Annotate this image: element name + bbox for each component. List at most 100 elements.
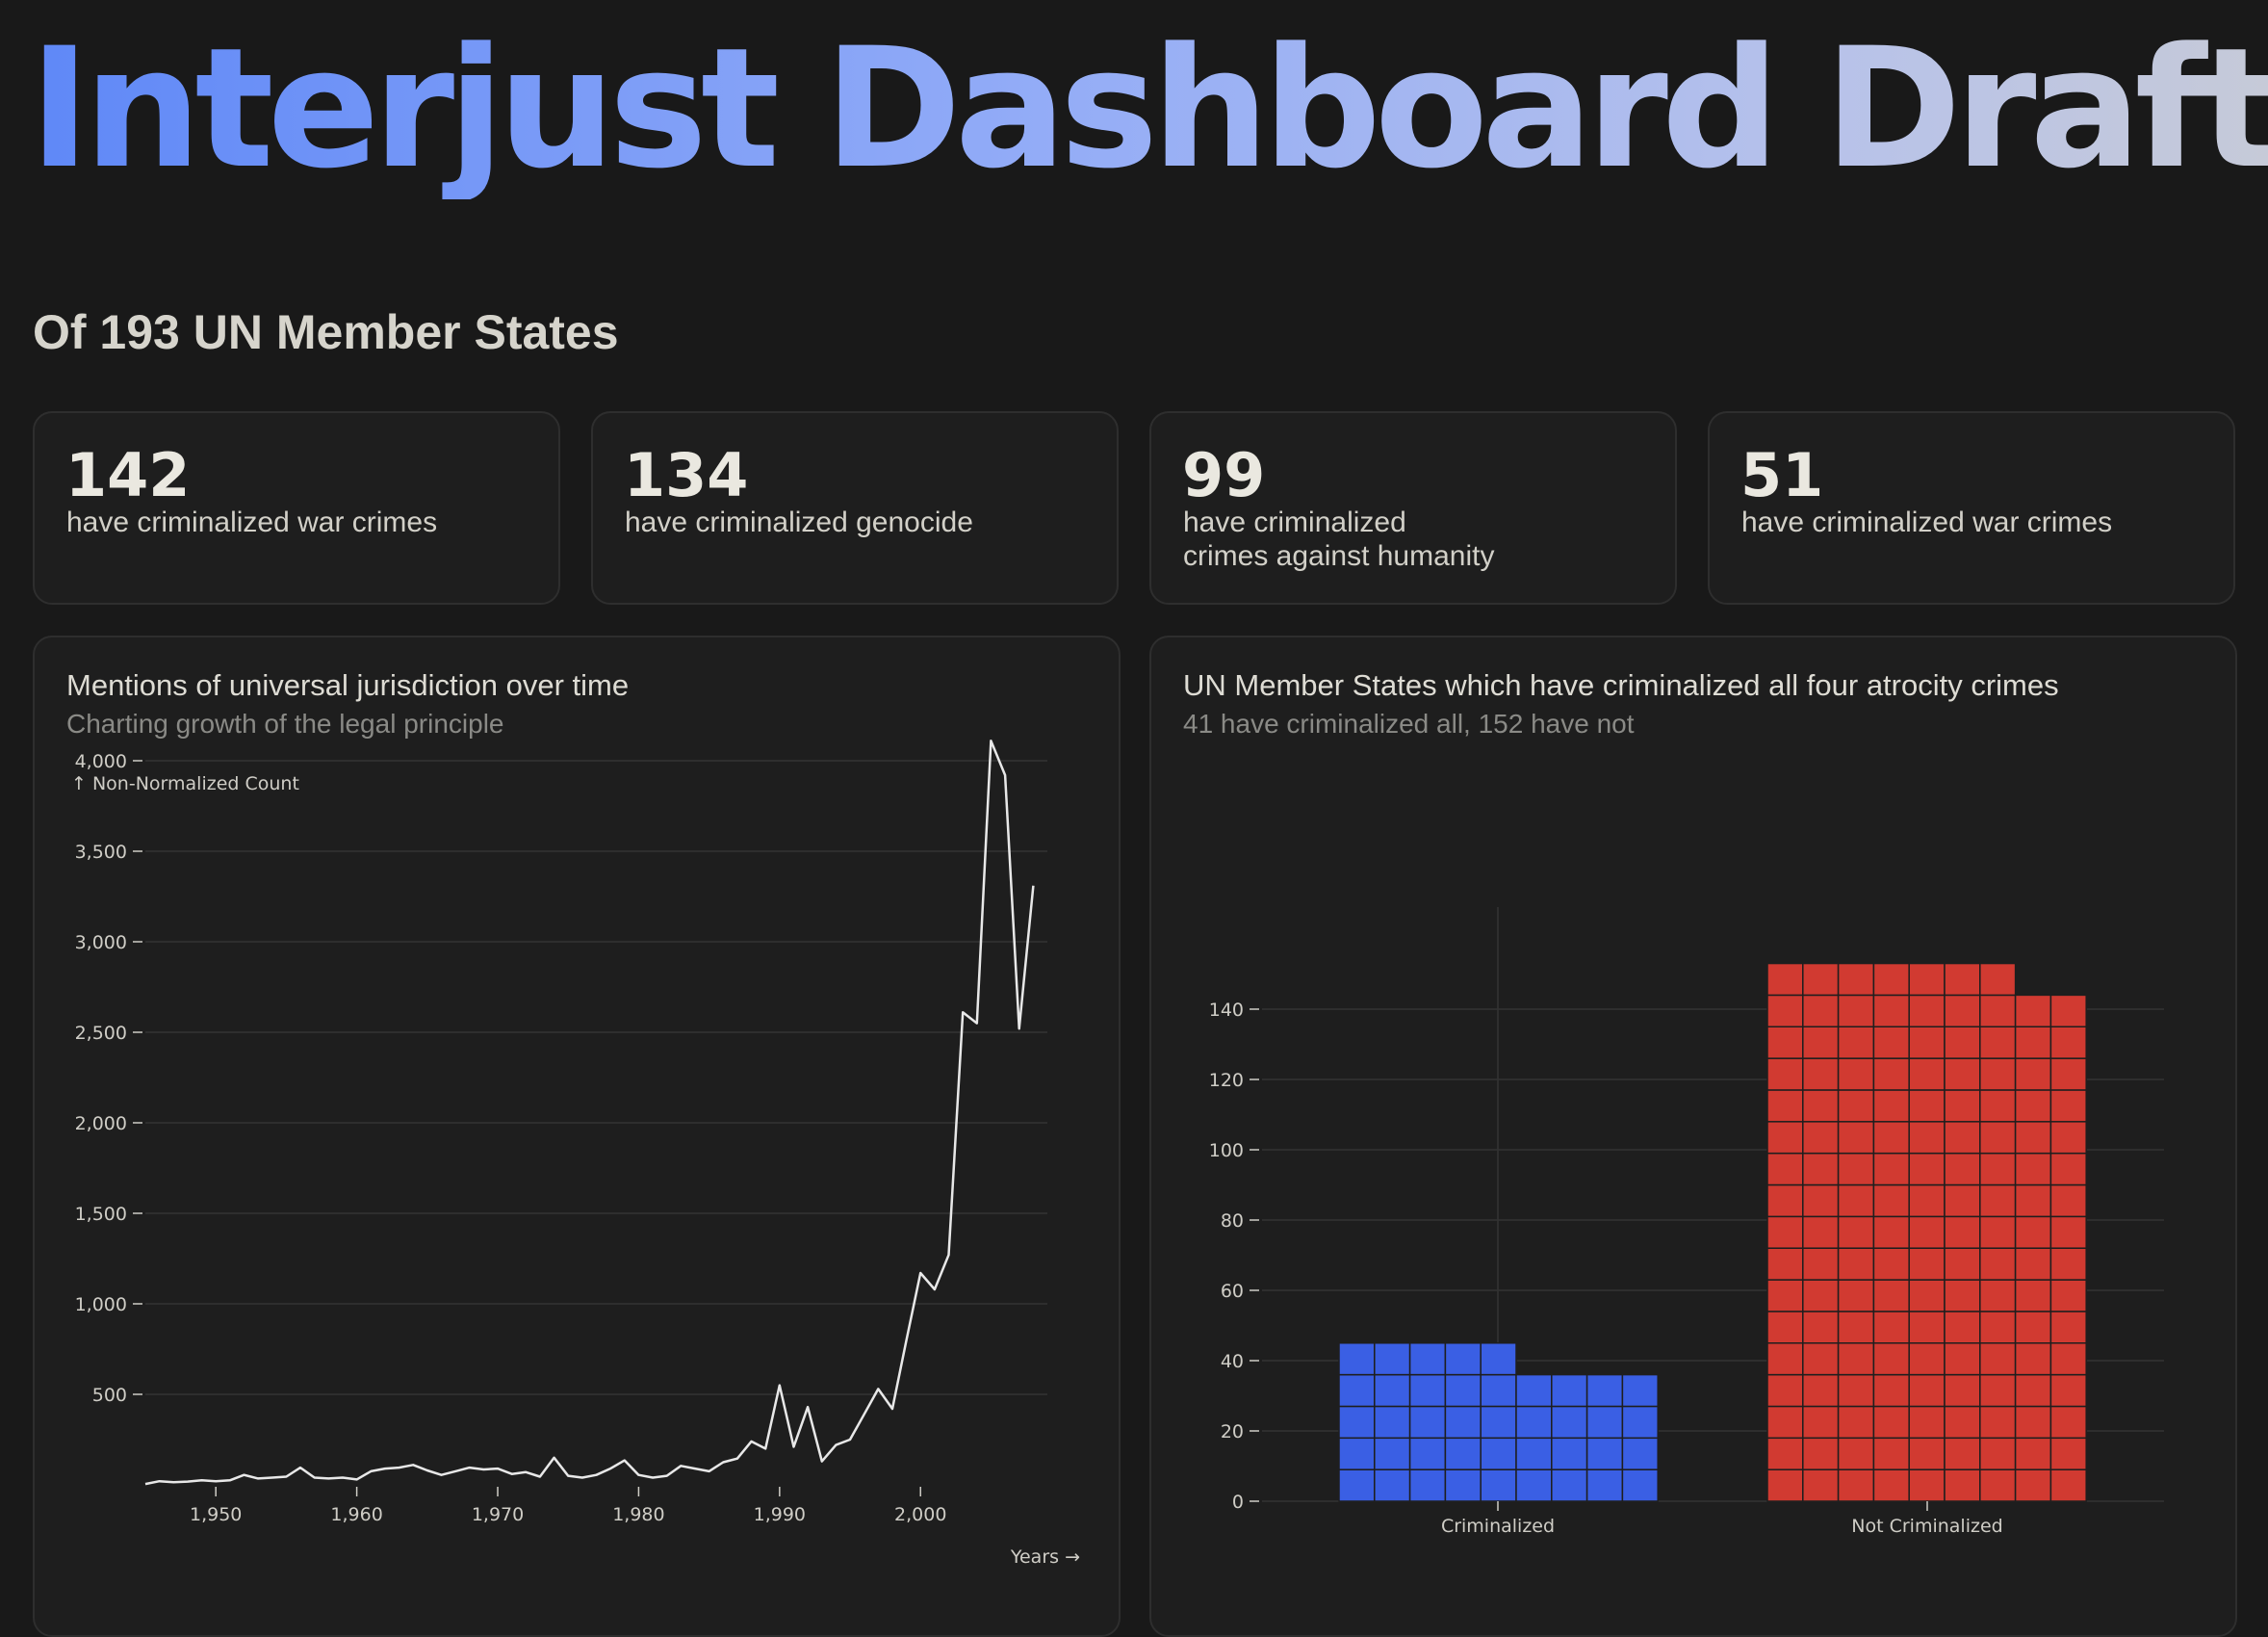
x-tick-label: 1,980 [612,1504,664,1525]
not-criminalized-cell [1802,1342,1840,1376]
not-criminalized-cell [1979,1311,2017,1344]
criminalized-cell [1480,1468,1517,1502]
y-tick-label: 2,500 [75,1023,127,1044]
not-criminalized-cell [1908,1311,1946,1344]
criminalized-cell [1480,1342,1517,1376]
y-tick-label: 3,500 [75,842,127,863]
y-tick-label: 3,000 [75,932,127,953]
chart-title: Mentions of universal jurisdiction over … [66,668,630,702]
not-criminalized-cell [1872,1342,1910,1376]
not-criminalized-cell [1766,1247,1804,1281]
criminalized-cell [1515,1405,1553,1440]
not-criminalized-cell [2049,1311,2087,1344]
chart-title: UN Member States which have criminalized… [1183,668,2059,702]
y-tick-label: 80 [1221,1210,1244,1232]
stat-label: have criminalized crimes against humanit… [1183,507,1495,572]
not-criminalized-cell [2049,1026,2087,1059]
not-criminalized-cell [1766,1057,1804,1091]
series-line [144,740,1035,1486]
not-criminalized-cell [1872,1026,1910,1059]
not-criminalized-cell [1908,1468,1946,1502]
criminalized-cell [1621,1373,1659,1408]
not-criminalized-cell [2049,1342,2087,1376]
not-criminalized-cell [1979,1183,2017,1218]
not-criminalized-cell [1766,1121,1804,1155]
not-criminalized-cell [1837,1121,1875,1155]
not-criminalized-cell [1837,1057,1875,1091]
not-criminalized-cell [1908,1215,1946,1249]
criminalized-cell [1551,1373,1588,1408]
not-criminalized-cell [1908,1089,1946,1123]
x-axis-label: Years → [1010,1546,1080,1568]
not-criminalized-cell [1837,962,1875,997]
not-criminalized-cell [1766,1215,1804,1249]
stat-value: 142 [65,440,191,510]
not-criminalized-cell [1802,1311,1840,1344]
x-tick-label: 2,000 [894,1504,946,1525]
not-criminalized-cell [1908,962,1946,997]
not-criminalized-cell [2014,1089,2052,1123]
not-criminalized-cell [1908,1057,1946,1091]
not-criminalized-cell [1944,1152,1981,1186]
not-criminalized-cell [1766,1437,1804,1470]
not-criminalized-cell [1872,1373,1910,1408]
not-criminalized-cell [1979,1152,2017,1186]
not-criminalized-cell [1872,962,1910,997]
stat-value: 134 [624,440,749,510]
not-criminalized-cell [1766,1373,1804,1408]
criminalized-cell [1338,1342,1376,1376]
x-tick-label: 1,970 [472,1504,524,1525]
bar-chart-card: UN Member States which have criminalized… [1149,636,2237,1637]
not-criminalized-cell [2014,1279,2052,1312]
not-criminalized-cell [1908,994,1946,1027]
not-criminalized-cell [2049,1279,2087,1312]
not-criminalized-cell [1802,1279,1840,1312]
not-criminalized-cell [1802,994,1840,1027]
not-criminalized-cell [1872,1121,1910,1155]
not-criminalized-cell [2014,1373,2052,1408]
criminalized-cell [1338,1468,1376,1502]
not-criminalized-cell [1979,1342,2017,1376]
not-criminalized-cell [2014,1468,2052,1502]
not-criminalized-cell [1979,1247,2017,1281]
section-subtitle: Of 193 UN Member States [33,305,619,359]
y-tick-label: 4,000 [75,751,127,772]
not-criminalized-cell [1837,1342,1875,1376]
not-criminalized-cell [1908,1121,1946,1155]
criminalized-cell [1338,1437,1376,1470]
not-criminalized-cell [2014,1057,2052,1091]
criminalized-cell [1338,1405,1376,1440]
y-tick-label: 100 [1209,1140,1244,1161]
criminalized-cell [1408,1468,1447,1502]
criminalized-cell [1444,1342,1482,1376]
not-criminalized-cell [1872,1311,1910,1344]
not-criminalized-cell [1802,1089,1840,1123]
not-criminalized-cell [2049,1152,2087,1186]
not-criminalized-cell [1908,1279,1946,1312]
not-criminalized-cell [2014,1152,2052,1186]
not-criminalized-cell [1979,1121,2017,1155]
not-criminalized-cell [1979,1405,2017,1440]
y-tick-label: 2,000 [75,1113,127,1134]
not-criminalized-cell [1766,1342,1804,1376]
dashboard-title: Interjust Dashboard Draft [29,17,2268,199]
not-criminalized-cell [1802,1057,1840,1091]
not-criminalized-cell [1908,1152,1946,1186]
not-criminalized-cell [1872,1437,1910,1470]
not-criminalized-cell [2049,1057,2087,1091]
y-tick-label: 120 [1209,1070,1244,1091]
x-tick-label: 1,950 [190,1504,242,1525]
not-criminalized-cell [1837,994,1875,1027]
not-criminalized-cell [1979,1373,2017,1408]
not-criminalized-cell [1837,1183,1875,1218]
not-criminalized-cell [1872,1183,1910,1218]
x-tick-label: 1,960 [330,1504,382,1525]
not-criminalized-cell [1908,1373,1946,1408]
not-criminalized-cell [1837,1279,1875,1312]
not-criminalized-cell [1944,1373,1981,1408]
not-criminalized-cell [1766,1468,1804,1502]
y-tick-label: 1,000 [75,1294,127,1315]
not-criminalized-cell [1766,994,1804,1027]
not-criminalized-cell [1979,1468,2017,1502]
criminalized-cell [1621,1468,1659,1502]
